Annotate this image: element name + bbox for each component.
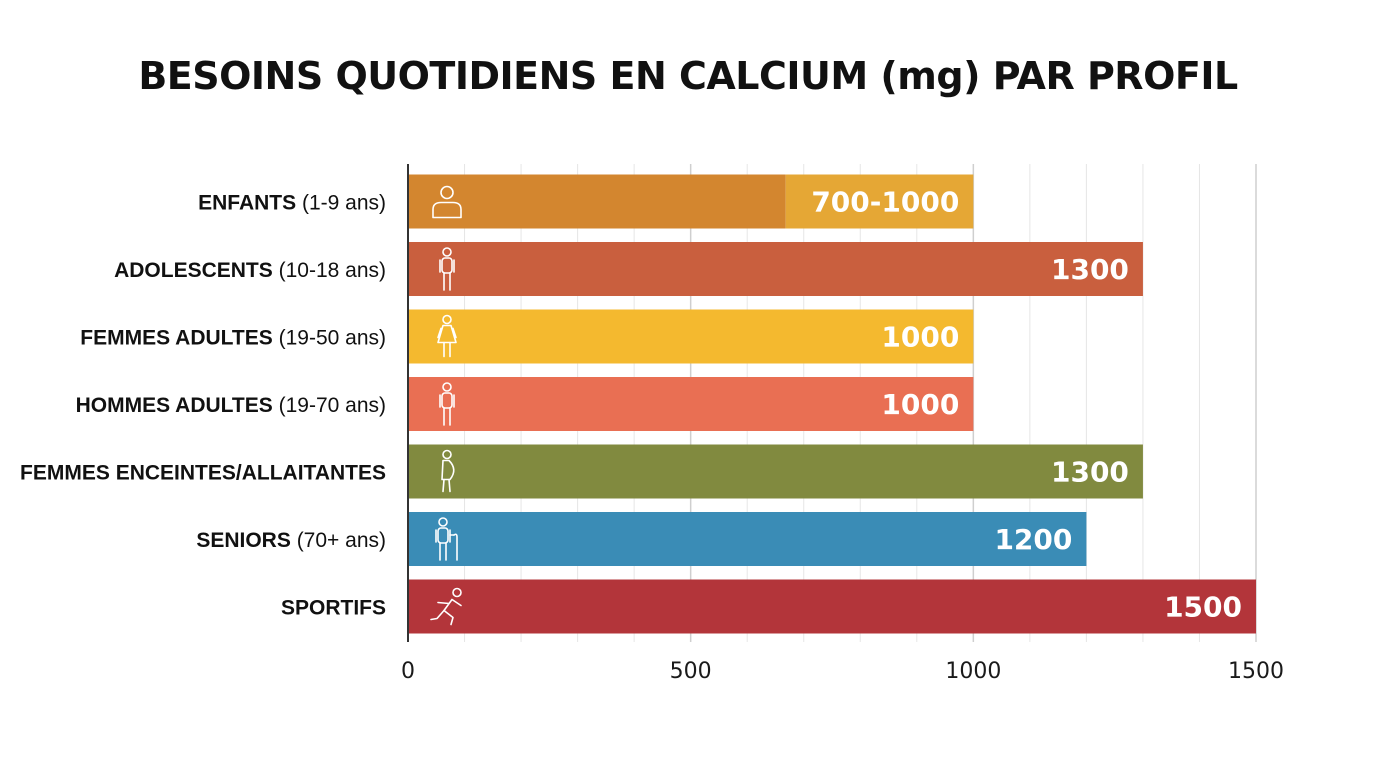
senior-icon: [435, 517, 458, 561]
category-name: SENIORS: [196, 529, 291, 552]
bar-seniors: [408, 512, 1087, 566]
bar-value-label: 1200: [994, 523, 1072, 556]
runner-icon: [430, 587, 462, 626]
bar-value-label: 1500: [1164, 591, 1242, 624]
category-label: SENIORS (70+ ans): [196, 529, 386, 552]
bar-value-label: 1000: [881, 321, 959, 354]
bar-value-labels: 700-1000 1300 1000 1000 1300 1200 1500: [811, 186, 1242, 624]
bar-value-label: 1000: [881, 388, 959, 421]
bar-value-label: 1300: [1051, 253, 1129, 286]
bar-adolescents: [408, 242, 1143, 296]
bar-sportifs: [408, 579, 1256, 634]
category-detail: (1-9 ans): [296, 192, 386, 215]
x-tick-label: 500: [670, 659, 712, 684]
category-label: FEMMES ENCEINTES/ALLAITANTES: [20, 462, 386, 485]
bar-value-label: 1300: [1051, 456, 1129, 489]
category-detail: (19-50 ans): [273, 327, 386, 350]
bars: [408, 174, 1256, 634]
child-icon: [432, 185, 462, 219]
pregnant-woman-icon: [441, 449, 455, 493]
category-detail: (19-70 ans): [273, 394, 386, 417]
category-detail: (70+ ans): [291, 529, 386, 552]
category-name: HOMMES ADULTES: [76, 394, 273, 417]
bar-hommes-adultes: [408, 377, 974, 431]
category-labels: ENFANTS (1-9 ans) ADOLESCENTS (10-18 ans)…: [20, 192, 386, 620]
category-detail: (10-18 ans): [273, 259, 386, 282]
teen-icon: [439, 247, 455, 291]
chart-title: BESOINS QUOTIDIENS EN CALCIUM (mg) PAR P…: [138, 54, 1238, 98]
category-label: ADOLESCENTS (10-18 ans): [114, 259, 386, 282]
bar-enfants: [408, 174, 786, 229]
category-label: ENFANTS (1-9 ans): [198, 192, 386, 215]
bar-range-enfants: [785, 174, 974, 229]
man-icon: [439, 382, 455, 426]
category-name: FEMMES ADULTES: [80, 327, 273, 350]
category-name: SPORTIFS: [281, 597, 386, 620]
category-name: FEMMES ENCEINTES/ALLAITANTES: [20, 462, 386, 485]
category-icons: [430, 185, 462, 626]
x-tick-label: 0: [401, 659, 415, 684]
x-axis-ticks: 0 500 1000 1500: [401, 659, 1284, 684]
bar-value-label: 700-1000: [811, 186, 959, 219]
category-label: HOMMES ADULTES (19-70 ans): [76, 394, 386, 417]
bar-femmes-enceintes-allaitantes: [408, 444, 1143, 499]
category-name: ADOLESCENTS: [114, 259, 273, 282]
category-label: FEMMES ADULTES (19-50 ans): [80, 327, 386, 350]
category-label: SPORTIFS: [281, 597, 386, 620]
x-tick-label: 1000: [945, 659, 1001, 684]
woman-icon: [437, 314, 457, 358]
category-name: ENFANTS: [198, 192, 296, 215]
bar-femmes-adultes: [408, 309, 974, 364]
x-tick-label: 1500: [1228, 659, 1284, 684]
